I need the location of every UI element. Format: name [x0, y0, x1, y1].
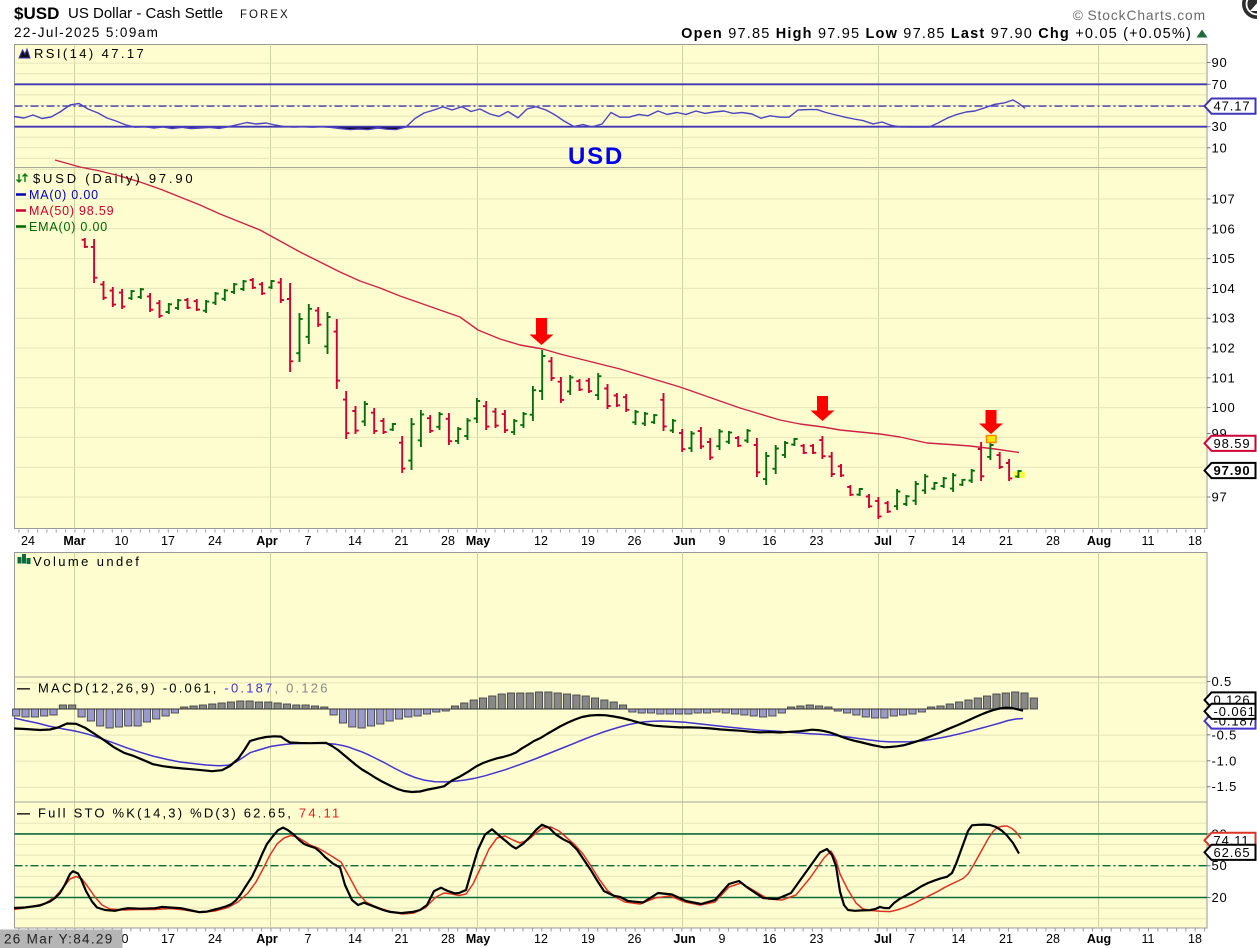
svg-text:Mar: Mar	[63, 534, 85, 548]
svg-text:Aug: Aug	[1087, 534, 1111, 548]
svg-text:23: 23	[810, 932, 824, 946]
svg-text:26: 26	[628, 534, 642, 548]
svg-text:USD: USD	[568, 143, 624, 170]
svg-text:16: 16	[763, 534, 777, 548]
svg-text:Apr: Apr	[256, 534, 278, 548]
svg-text:RSI(14) 47.17: RSI(14) 47.17	[34, 46, 146, 61]
svg-text:97.90: 97.90	[1214, 463, 1251, 478]
svg-text:US Dollar - Cash Settle: US Dollar - Cash Settle	[68, 5, 223, 22]
svg-text:16: 16	[763, 932, 777, 946]
svg-text:28: 28	[1046, 534, 1060, 548]
svg-text:— MACD(12,26,9) -0.061, -0.187: — MACD(12,26,9) -0.061, -0.187, 0.126	[17, 681, 330, 696]
svg-text:12: 12	[534, 534, 548, 548]
svg-text:100: 100	[1212, 400, 1236, 415]
svg-text:Apr: Apr	[256, 932, 278, 946]
svg-text:— Full STO %K(14,3) %D(3) 62.6: — Full STO %K(14,3) %D(3) 62.65, 74.11	[17, 806, 341, 821]
svg-text:14: 14	[952, 932, 966, 946]
svg-text:106: 106	[1212, 221, 1236, 236]
svg-text:-1.5: -1.5	[1212, 779, 1238, 794]
svg-text:-0.5: -0.5	[1212, 727, 1238, 742]
svg-text:0.5: 0.5	[1212, 674, 1232, 689]
svg-text:24: 24	[208, 932, 222, 946]
svg-text:23: 23	[810, 534, 824, 548]
svg-text:-0.061: -0.061	[1214, 704, 1256, 719]
svg-text:24: 24	[208, 534, 222, 548]
svg-text:7: 7	[305, 932, 312, 946]
svg-text:21: 21	[999, 932, 1013, 946]
svg-text:Aug: Aug	[1087, 932, 1111, 946]
svg-text:Volume undef: Volume undef	[33, 554, 141, 569]
svg-text:22-Jul-2025 5:09am: 22-Jul-2025 5:09am	[14, 25, 159, 40]
svg-text:103: 103	[1212, 311, 1236, 326]
svg-text:19: 19	[581, 534, 595, 548]
svg-text:19: 19	[581, 932, 595, 946]
svg-text:102: 102	[1212, 341, 1236, 356]
svg-text:11: 11	[1142, 932, 1155, 946]
svg-text:Open 97.85 High 97.95 Low 97.8: Open 97.85 High 97.95 Low 97.85 Last 97.…	[681, 26, 1192, 42]
svg-text:12: 12	[534, 932, 548, 946]
svg-text:Jul: Jul	[874, 534, 892, 548]
svg-text:90: 90	[1212, 55, 1228, 70]
svg-text:24: 24	[21, 534, 35, 548]
svg-text:21: 21	[999, 534, 1013, 548]
svg-text:10: 10	[1212, 140, 1228, 155]
svg-text:10: 10	[115, 534, 129, 548]
svg-text:98.59: 98.59	[1214, 436, 1251, 451]
svg-text:62.65: 62.65	[1214, 845, 1251, 860]
svg-text:17: 17	[161, 932, 175, 946]
svg-text:9: 9	[719, 932, 726, 946]
svg-text:14: 14	[348, 534, 362, 548]
svg-text:105: 105	[1212, 251, 1236, 266]
svg-text:9: 9	[719, 534, 726, 548]
svg-text:7: 7	[908, 932, 915, 946]
svg-text:FOREX: FOREX	[240, 9, 290, 21]
svg-text:17: 17	[161, 534, 175, 548]
svg-text:50: 50	[1212, 858, 1228, 873]
svg-text:21: 21	[395, 534, 409, 548]
svg-text:101: 101	[1212, 370, 1236, 385]
svg-text:20: 20	[1212, 890, 1228, 905]
svg-text:28: 28	[1046, 932, 1060, 946]
svg-text:28: 28	[441, 534, 455, 548]
svg-text:MA(0) 0.00: MA(0) 0.00	[29, 188, 99, 202]
svg-text:7: 7	[305, 534, 312, 548]
svg-text:-1.0: -1.0	[1212, 753, 1238, 768]
svg-text:© StockCharts.com: © StockCharts.com	[1073, 8, 1206, 23]
svg-text:104: 104	[1212, 281, 1236, 296]
svg-text:Jun: Jun	[673, 932, 695, 946]
svg-text:18: 18	[1188, 534, 1202, 548]
svg-text:Jul: Jul	[874, 932, 892, 946]
svg-text:EMA(0) 0.00: EMA(0) 0.00	[29, 220, 108, 234]
svg-text:26: 26	[628, 932, 642, 946]
svg-text:21: 21	[395, 932, 409, 946]
svg-text:11: 11	[1142, 534, 1155, 548]
svg-text:97: 97	[1212, 490, 1228, 505]
svg-text:$USD: $USD	[14, 4, 59, 23]
svg-text:18: 18	[1188, 932, 1202, 946]
svg-text:May: May	[466, 534, 490, 548]
svg-text:26 Mar Y:84.29: 26 Mar Y:84.29	[4, 932, 114, 947]
svg-text:Jun: Jun	[673, 534, 695, 548]
svg-text:30: 30	[1212, 119, 1228, 134]
svg-text:14: 14	[348, 932, 362, 946]
svg-text:7: 7	[908, 534, 915, 548]
svg-text:$USD (Daily) 97.90: $USD (Daily) 97.90	[33, 171, 195, 186]
svg-text:MA(50) 98.59: MA(50) 98.59	[29, 204, 114, 218]
svg-text:14: 14	[952, 534, 966, 548]
svg-text:28: 28	[441, 932, 455, 946]
svg-text:47.17: 47.17	[1214, 99, 1251, 114]
svg-text:70: 70	[1212, 77, 1228, 92]
svg-text:May: May	[466, 932, 490, 946]
svg-text:107: 107	[1212, 192, 1236, 207]
